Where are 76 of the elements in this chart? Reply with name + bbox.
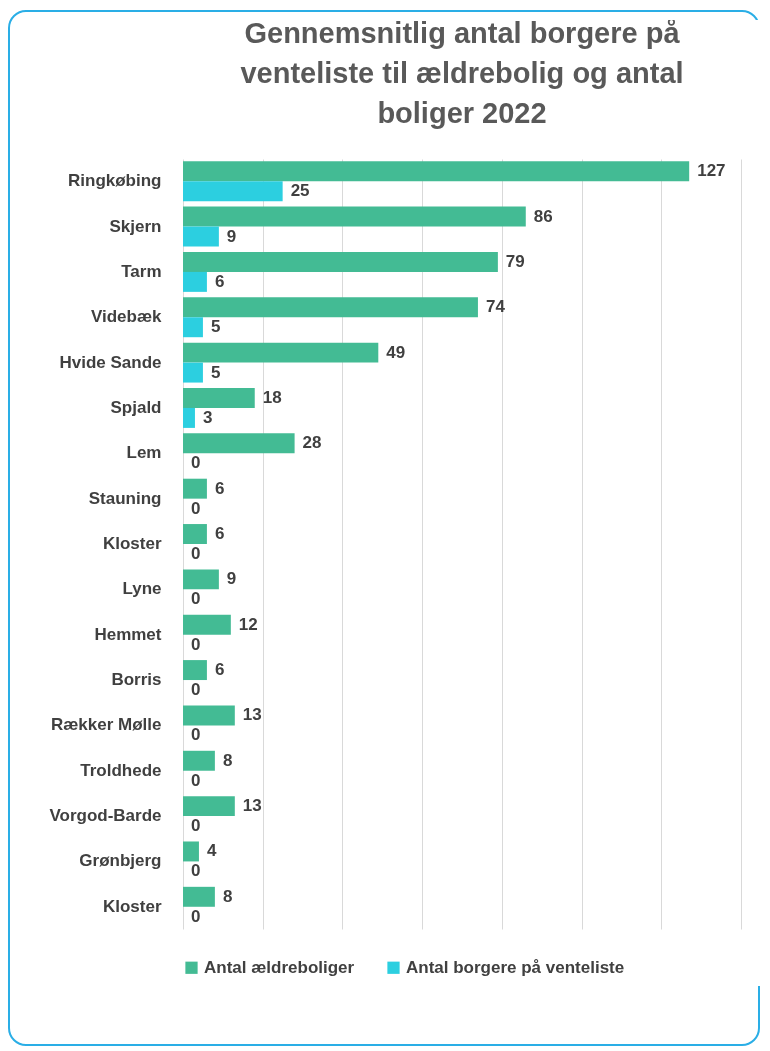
data-label: 0 <box>191 861 201 881</box>
data-label: 13 <box>242 705 262 725</box>
y-tick-label: Skjern <box>109 216 162 236</box>
data-label: 6 <box>214 478 225 498</box>
y-tick-label: Stauning <box>88 488 162 508</box>
data-label: 0 <box>191 543 201 563</box>
y-tick-label: Grønbjerg <box>79 851 162 871</box>
data-label: 49 <box>386 342 406 362</box>
y-tick-label: Troldhede <box>80 760 162 780</box>
data-label: 9 <box>226 226 237 246</box>
data-label: 25 <box>290 181 310 201</box>
data-label: 0 <box>191 634 201 654</box>
y-tick-label: Spjald <box>110 397 162 417</box>
data-label: 3 <box>202 407 213 427</box>
bar <box>183 317 203 338</box>
data-label: 8 <box>222 886 233 906</box>
data-label: 0 <box>191 453 201 473</box>
y-tick-label: Ringkøbing <box>68 171 162 191</box>
bar <box>183 297 478 318</box>
data-label: 0 <box>191 589 201 609</box>
bar <box>183 226 219 247</box>
data-label: 127 <box>697 161 726 181</box>
bar <box>183 362 203 383</box>
data-label: 6 <box>214 660 225 680</box>
y-tick-label: Rækker Mølle <box>50 715 162 735</box>
bar <box>183 161 690 182</box>
y-tick-label: Lyne <box>122 579 162 599</box>
y-tick-label: Borris <box>111 670 162 690</box>
bar <box>183 796 235 817</box>
bar <box>183 251 498 272</box>
bar <box>183 181 283 202</box>
data-label: 4 <box>206 841 217 861</box>
data-label: 0 <box>191 906 201 926</box>
data-label: 0 <box>191 816 201 836</box>
data-label: 79 <box>505 251 525 271</box>
data-label: 5 <box>210 317 221 337</box>
bar <box>183 569 219 590</box>
bar <box>183 705 235 726</box>
bar <box>183 206 526 227</box>
data-label: 9 <box>226 569 237 589</box>
legend-label: Antal borgere på venteliste <box>406 957 625 977</box>
data-label: 0 <box>191 680 201 700</box>
bar <box>183 841 199 862</box>
y-tick-label: Lem <box>126 443 162 463</box>
bar <box>183 478 207 499</box>
bar <box>183 271 207 292</box>
y-tick-label: Kloster <box>102 896 162 916</box>
data-label: 6 <box>214 524 225 544</box>
bar <box>183 388 255 408</box>
y-tick-label: Tarm <box>121 261 162 281</box>
data-label: 12 <box>238 614 258 634</box>
bar <box>183 660 207 681</box>
data-label: 8 <box>222 750 233 770</box>
bar <box>183 407 195 428</box>
data-label: 6 <box>214 271 225 291</box>
y-tick-label: Hvide Sande <box>59 352 162 372</box>
data-label: 0 <box>191 770 201 790</box>
data-label: 0 <box>191 498 201 518</box>
bar <box>183 886 215 907</box>
data-label: 18 <box>262 387 282 407</box>
y-tick-label: Vorgod-Barde <box>49 806 162 826</box>
data-label: 5 <box>210 362 221 382</box>
y-tick-label: Videbæk <box>90 307 163 327</box>
data-label: 74 <box>485 297 506 317</box>
bar <box>183 614 231 635</box>
data-label: 86 <box>533 206 553 226</box>
bar <box>183 342 379 363</box>
bar <box>183 524 207 544</box>
data-label: 28 <box>302 433 322 453</box>
y-tick-label: Hemmet <box>94 624 162 644</box>
data-label: 13 <box>242 796 262 816</box>
y-tick-label: Kloster <box>102 534 162 553</box>
bar <box>183 433 295 454</box>
data-label: 0 <box>191 725 201 745</box>
bar <box>183 750 215 771</box>
legend-label: Antal ældreboliger <box>204 957 355 977</box>
